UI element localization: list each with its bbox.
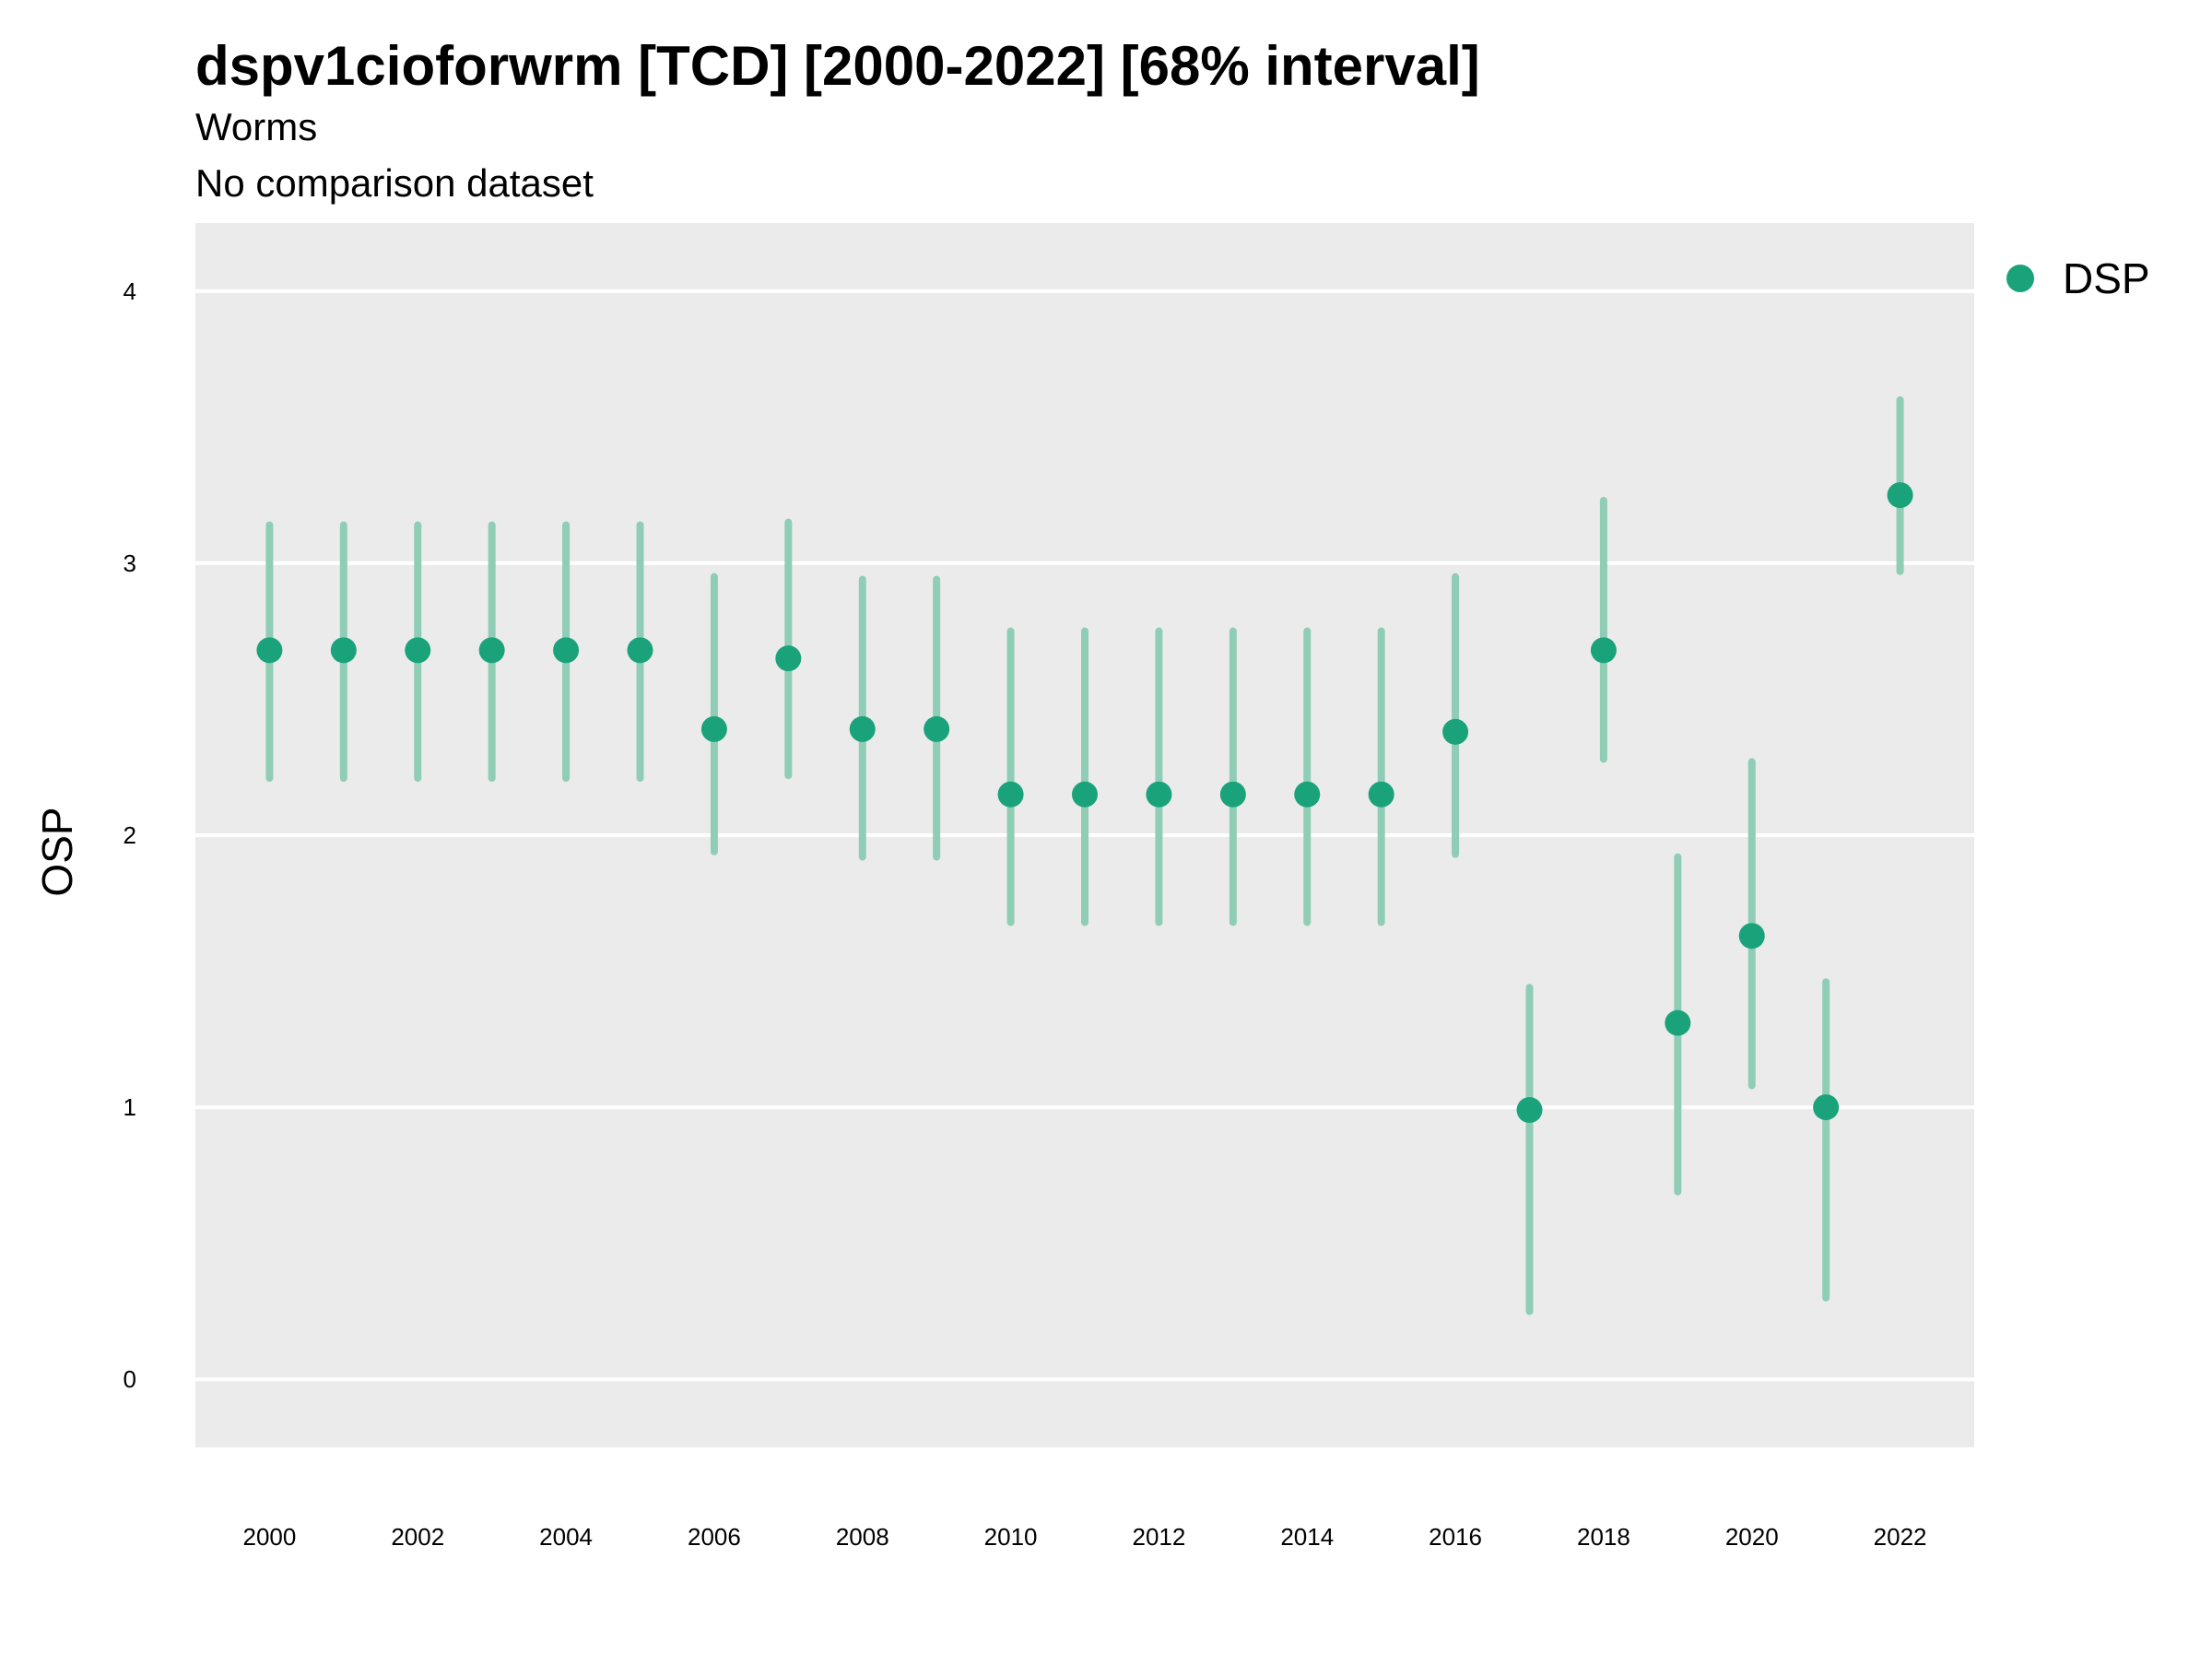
y-tick-label-4: 4: [124, 277, 136, 305]
x-tick-label-2016: 2016: [1429, 1523, 1482, 1551]
point-2012: [1146, 781, 1172, 808]
point-2017: [1516, 1097, 1543, 1124]
point-2009: [924, 715, 950, 742]
point-2011: [1072, 781, 1098, 808]
point-2000: [256, 637, 283, 664]
x-tick-label-2020: 2020: [1725, 1523, 1779, 1551]
x-tick-label-2006: 2006: [688, 1523, 741, 1551]
point-2018: [1590, 637, 1617, 664]
x-tick-label-2004: 2004: [539, 1523, 593, 1551]
point-2010: [997, 781, 1024, 808]
x-tick-label-2002: 2002: [391, 1523, 444, 1551]
point-2002: [405, 637, 431, 664]
errorbar-layer: [265, 395, 1904, 1316]
x-tick-label-2010: 2010: [984, 1523, 1038, 1551]
point-2015: [1368, 781, 1394, 808]
point-2022: [1887, 482, 1913, 509]
y-axis-title: OSP: [33, 807, 81, 896]
point-2003: [478, 637, 505, 664]
legend: DSP: [2006, 254, 2150, 302]
chart-subtitle-line-2: No comparison dataset: [195, 161, 594, 205]
x-tick-labels: 2000 2002 2004 2006 2008 2010 2012 2014 2016 2018…: [242, 1523, 1926, 1551]
y-tick-label-1: 1: [124, 1093, 136, 1121]
point-2005: [627, 637, 653, 664]
legend-label-dsp: DSP: [2063, 254, 2150, 302]
x-tick-label-2022: 2022: [1874, 1523, 1927, 1551]
point-2013: [1219, 781, 1246, 808]
point-2006: [700, 715, 727, 742]
chart-title: dspv1cioforwrm [TCD] [2000-2022] [68% in…: [195, 35, 1480, 97]
point-2016: [1442, 718, 1469, 745]
point-2008: [849, 715, 876, 742]
x-tick-label-2000: 2000: [242, 1523, 296, 1551]
point-2021: [1813, 1094, 1840, 1121]
x-tick-label-2018: 2018: [1577, 1523, 1630, 1551]
point-2004: [553, 637, 580, 664]
legend-key-dsp: [2006, 265, 2034, 292]
x-tick-label-2008: 2008: [836, 1523, 889, 1551]
x-tick-label-2012: 2012: [1132, 1523, 1185, 1551]
point-2014: [1294, 781, 1321, 808]
point-2007: [775, 645, 802, 672]
point-2019: [1665, 1009, 1691, 1036]
point-2020: [1738, 923, 1765, 950]
y-tick-label-2: 2: [124, 821, 136, 849]
point-2001: [330, 637, 357, 664]
y-tick-labels: 0 1 2 3 4: [124, 277, 136, 1393]
chart-subtitle-line-1: Worms: [195, 105, 317, 148]
y-tick-label-3: 3: [124, 549, 136, 577]
y-tick-label-0: 0: [124, 1365, 136, 1393]
point-layer: [256, 482, 1913, 1124]
x-tick-label-2014: 2014: [1280, 1523, 1334, 1551]
